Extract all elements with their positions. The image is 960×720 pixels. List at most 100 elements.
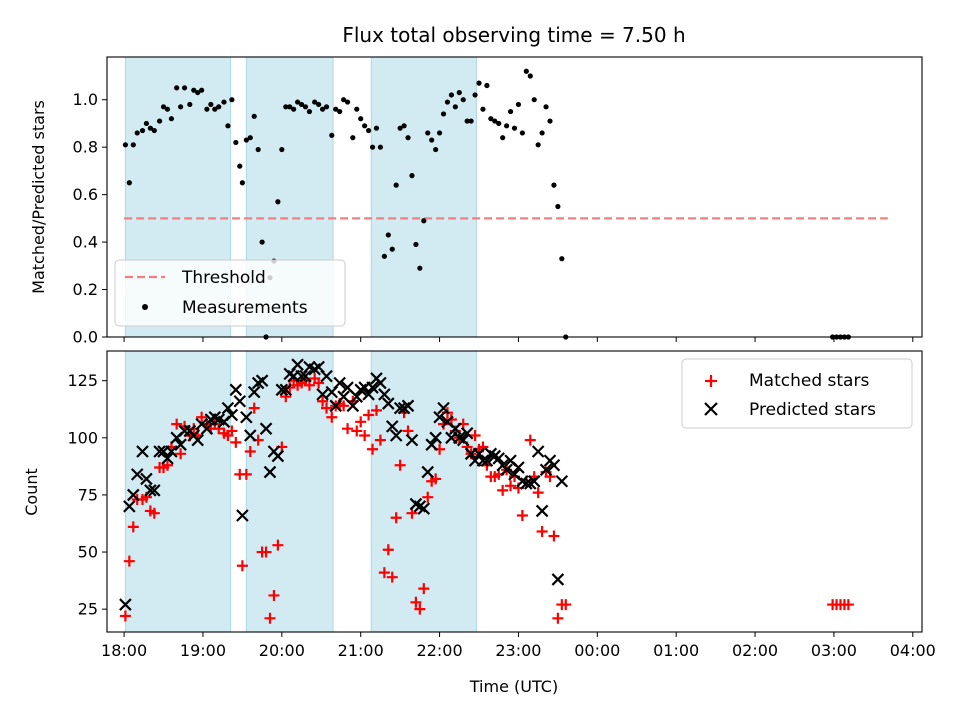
measurements-point	[409, 173, 415, 179]
matched-stars-point	[119, 610, 131, 622]
measurements-point	[255, 146, 261, 153]
predicted-stars-point	[127, 488, 140, 502]
predicted-stars-point	[480, 454, 494, 467]
matched-stars-point	[226, 425, 238, 437]
matched-stars-point	[382, 544, 394, 556]
legend-threshold-label: Threshold	[181, 268, 266, 288]
predicted-stars-point	[161, 452, 174, 465]
measurements-point	[531, 97, 537, 103]
predicted-stars-point	[191, 433, 204, 447]
observing-window-3	[370, 56, 477, 338]
x-axis-label: Time (UTC)	[469, 677, 558, 696]
y-tick-label: 0.4	[73, 233, 98, 252]
predicted-stars-point	[130, 468, 144, 481]
predicted-stars-point	[366, 381, 379, 394]
predicted-stars-point	[401, 399, 415, 413]
measurements-point	[555, 203, 561, 210]
measurements-point	[433, 146, 439, 153]
matched-stars-point	[497, 484, 509, 496]
matched-stars-point	[268, 589, 280, 601]
measurements-point	[333, 106, 339, 112]
matched-stars-point	[370, 404, 382, 416]
predicted-stars-point	[337, 390, 350, 403]
legend-predicted-marker	[704, 402, 718, 416]
count-panel: 25 50 75 100 125 18:00 19:00 20:00 21:00 22:00 23…	[22, 350, 936, 696]
measurements-point	[229, 97, 235, 103]
predicted-stars-point	[433, 410, 446, 424]
measurements-point	[287, 104, 293, 110]
ratio-panel-frame	[106, 56, 923, 338]
matched-stars-point	[532, 487, 544, 499]
matched-stars-point	[236, 560, 248, 572]
x-tick-label: 19:00	[180, 641, 226, 660]
measurements-point	[476, 80, 482, 86]
predicted-stars-point	[417, 502, 431, 515]
measurements-point	[221, 99, 227, 105]
measurements-point	[519, 130, 525, 136]
predicted-stars-point	[240, 410, 253, 424]
measurements-point	[464, 118, 470, 124]
x-tick-label: 21:00	[338, 641, 384, 660]
time-x-axis: 18:00 19:00 20:00 21:00 22:00 23:00 00:00 01:00…	[101, 632, 936, 660]
legend-predicted-label: Predicted stars	[749, 400, 876, 420]
ratio-marks	[122, 68, 888, 340]
measurements-point	[306, 108, 313, 115]
predicted-stars-point	[247, 385, 261, 399]
measurements-point	[160, 104, 167, 110]
predicted-stars-point	[500, 463, 513, 477]
measurements-point	[195, 89, 201, 96]
measurements-point	[251, 113, 257, 119]
predicted-stars-point	[346, 399, 360, 413]
matched-stars-point	[355, 416, 367, 428]
matched-stars-point	[394, 459, 406, 471]
predicted-stars-point	[123, 500, 136, 513]
matched-stars-point	[548, 530, 560, 542]
measurements-point	[452, 104, 458, 110]
predicted-stars-point	[279, 383, 293, 397]
matched-stars-point	[196, 411, 208, 423]
predicted-stars-point	[178, 424, 191, 438]
matched-stars-point	[127, 521, 139, 533]
measurements-point	[507, 108, 514, 115]
predicted-stars-point	[316, 388, 329, 401]
x-tick-label: 04:00	[890, 641, 936, 660]
matched-stars-point	[317, 395, 329, 407]
predicted-stars-point	[174, 438, 187, 451]
predicted-stars-point	[259, 422, 273, 435]
predicted-stars-point	[244, 429, 257, 442]
matched-stars-point	[390, 512, 402, 524]
predicted-stars-point	[393, 401, 407, 415]
measurements-point	[168, 116, 175, 122]
matched-stars-point	[240, 468, 252, 480]
matched-stars-point	[430, 473, 442, 485]
matched-stars-point	[161, 459, 173, 471]
measurements-point	[283, 104, 289, 110]
measurements-point	[204, 106, 210, 112]
matched-stars-point	[367, 443, 379, 455]
x-tick-label: 01:00	[653, 641, 699, 660]
predicted-stars-point	[460, 426, 474, 440]
predicted-stars-point	[382, 397, 395, 410]
measurements-point	[515, 101, 522, 108]
legend-measurements-marker	[142, 304, 148, 310]
matched-stars-point	[359, 430, 371, 442]
measurements-point	[456, 89, 462, 96]
measurements-point	[460, 97, 466, 103]
predicted-stars-point	[299, 369, 312, 383]
measurements-point	[344, 99, 351, 105]
predicted-stars-point	[140, 472, 153, 486]
y-tick-label: 1.0	[73, 90, 98, 109]
measurements-point	[358, 116, 364, 122]
measurements-point	[393, 182, 399, 188]
y-tick-label: 100	[67, 428, 98, 447]
matched-stars-point	[422, 491, 434, 503]
measurements-point	[389, 246, 395, 252]
predicted-stars-point	[385, 420, 399, 433]
measurements-point	[243, 137, 249, 143]
predicted-stars-point	[429, 431, 442, 445]
matched-stars-point	[248, 402, 260, 414]
measurements-point	[295, 99, 301, 105]
measurements-point	[350, 135, 356, 141]
measurements-point	[233, 139, 239, 146]
measurements-point	[362, 123, 368, 129]
